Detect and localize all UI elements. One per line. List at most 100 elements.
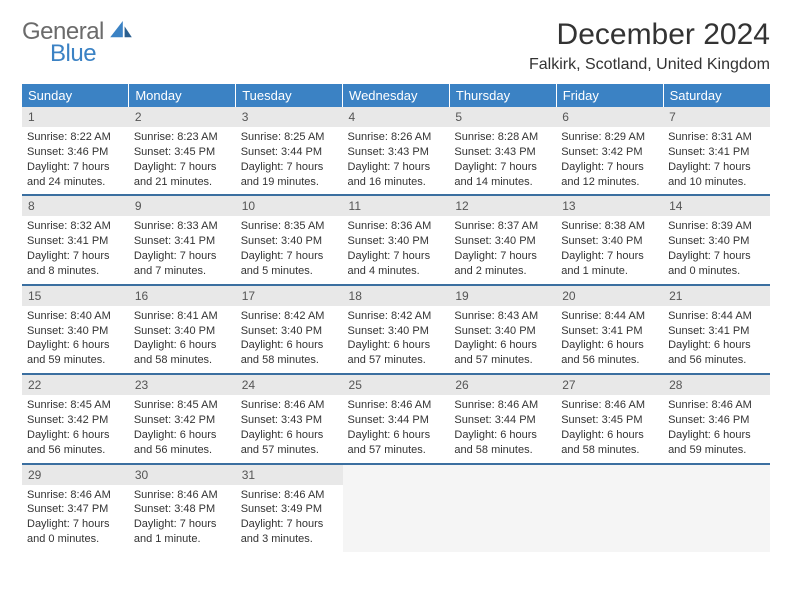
weekday-header-row: SundayMondayTuesdayWednesdayThursdayFrid… — [22, 84, 770, 107]
calendar-cell: 5Sunrise: 8:28 AMSunset: 3:43 PMDaylight… — [449, 107, 556, 195]
calendar-cell: 9Sunrise: 8:33 AMSunset: 3:41 PMDaylight… — [129, 195, 236, 284]
calendar-row: 8Sunrise: 8:32 AMSunset: 3:41 PMDaylight… — [22, 195, 770, 284]
calendar-cell: 18Sunrise: 8:42 AMSunset: 3:40 PMDayligh… — [343, 285, 450, 374]
calendar-cell: 14Sunrise: 8:39 AMSunset: 3:40 PMDayligh… — [663, 195, 770, 284]
calendar-cell: 13Sunrise: 8:38 AMSunset: 3:40 PMDayligh… — [556, 195, 663, 284]
calendar-cell: 19Sunrise: 8:43 AMSunset: 3:40 PMDayligh… — [449, 285, 556, 374]
day-number: 22 — [22, 375, 129, 395]
calendar-cell: 30Sunrise: 8:46 AMSunset: 3:48 PMDayligh… — [129, 464, 236, 552]
day-content: Sunrise: 8:36 AMSunset: 3:40 PMDaylight:… — [343, 216, 450, 283]
day-number: 26 — [449, 375, 556, 395]
day-number: 25 — [343, 375, 450, 395]
weekday-header: Monday — [129, 84, 236, 107]
calendar-cell: 27Sunrise: 8:46 AMSunset: 3:45 PMDayligh… — [556, 374, 663, 463]
day-number: 24 — [236, 375, 343, 395]
day-number: 16 — [129, 286, 236, 306]
day-content: Sunrise: 8:26 AMSunset: 3:43 PMDaylight:… — [343, 127, 450, 194]
day-content: Sunrise: 8:39 AMSunset: 3:40 PMDaylight:… — [663, 216, 770, 283]
weekday-header: Thursday — [449, 84, 556, 107]
calendar-cell: 22Sunrise: 8:45 AMSunset: 3:42 PMDayligh… — [22, 374, 129, 463]
day-number: 9 — [129, 196, 236, 216]
day-content: Sunrise: 8:33 AMSunset: 3:41 PMDaylight:… — [129, 216, 236, 283]
calendar-row: 29Sunrise: 8:46 AMSunset: 3:47 PMDayligh… — [22, 464, 770, 552]
calendar-cell: 6Sunrise: 8:29 AMSunset: 3:42 PMDaylight… — [556, 107, 663, 195]
day-number: 13 — [556, 196, 663, 216]
calendar-cell: 7Sunrise: 8:31 AMSunset: 3:41 PMDaylight… — [663, 107, 770, 195]
day-number: 20 — [556, 286, 663, 306]
calendar-cell: 29Sunrise: 8:46 AMSunset: 3:47 PMDayligh… — [22, 464, 129, 552]
calendar-cell: 4Sunrise: 8:26 AMSunset: 3:43 PMDaylight… — [343, 107, 450, 195]
calendar-cell: 28Sunrise: 8:46 AMSunset: 3:46 PMDayligh… — [663, 374, 770, 463]
day-content: Sunrise: 8:31 AMSunset: 3:41 PMDaylight:… — [663, 127, 770, 194]
day-content: Sunrise: 8:44 AMSunset: 3:41 PMDaylight:… — [663, 306, 770, 373]
day-number: 1 — [22, 107, 129, 127]
weekday-header: Friday — [556, 84, 663, 107]
calendar-row: 1Sunrise: 8:22 AMSunset: 3:46 PMDaylight… — [22, 107, 770, 195]
day-content: Sunrise: 8:28 AMSunset: 3:43 PMDaylight:… — [449, 127, 556, 194]
calendar-cell — [343, 464, 450, 552]
day-number: 6 — [556, 107, 663, 127]
day-content: Sunrise: 8:46 AMSunset: 3:46 PMDaylight:… — [663, 395, 770, 462]
day-content: Sunrise: 8:46 AMSunset: 3:48 PMDaylight:… — [129, 485, 236, 552]
day-content: Sunrise: 8:37 AMSunset: 3:40 PMDaylight:… — [449, 216, 556, 283]
calendar-cell: 12Sunrise: 8:37 AMSunset: 3:40 PMDayligh… — [449, 195, 556, 284]
day-number: 4 — [343, 107, 450, 127]
weekday-header: Tuesday — [236, 84, 343, 107]
day-content: Sunrise: 8:42 AMSunset: 3:40 PMDaylight:… — [343, 306, 450, 373]
calendar-cell: 24Sunrise: 8:46 AMSunset: 3:43 PMDayligh… — [236, 374, 343, 463]
day-number: 31 — [236, 465, 343, 485]
day-number: 29 — [22, 465, 129, 485]
weekday-header: Sunday — [22, 84, 129, 107]
day-content: Sunrise: 8:25 AMSunset: 3:44 PMDaylight:… — [236, 127, 343, 194]
calendar-row: 22Sunrise: 8:45 AMSunset: 3:42 PMDayligh… — [22, 374, 770, 463]
location: Falkirk, Scotland, United Kingdom — [529, 56, 770, 74]
logo-blue: Blue — [50, 40, 132, 68]
calendar-row: 15Sunrise: 8:40 AMSunset: 3:40 PMDayligh… — [22, 285, 770, 374]
header: General Blue December 2024 Falkirk, Scot… — [22, 18, 770, 74]
calendar-cell: 2Sunrise: 8:23 AMSunset: 3:45 PMDaylight… — [129, 107, 236, 195]
day-content: Sunrise: 8:46 AMSunset: 3:49 PMDaylight:… — [236, 485, 343, 552]
calendar-cell — [663, 464, 770, 552]
day-content: Sunrise: 8:45 AMSunset: 3:42 PMDaylight:… — [129, 395, 236, 462]
day-number: 14 — [663, 196, 770, 216]
day-number: 7 — [663, 107, 770, 127]
weekday-header: Wednesday — [343, 84, 450, 107]
day-content: Sunrise: 8:44 AMSunset: 3:41 PMDaylight:… — [556, 306, 663, 373]
calendar-cell: 15Sunrise: 8:40 AMSunset: 3:40 PMDayligh… — [22, 285, 129, 374]
day-number: 27 — [556, 375, 663, 395]
calendar-cell — [556, 464, 663, 552]
day-content: Sunrise: 8:32 AMSunset: 3:41 PMDaylight:… — [22, 216, 129, 283]
calendar-cell: 8Sunrise: 8:32 AMSunset: 3:41 PMDaylight… — [22, 195, 129, 284]
day-content: Sunrise: 8:35 AMSunset: 3:40 PMDaylight:… — [236, 216, 343, 283]
day-content: Sunrise: 8:46 AMSunset: 3:45 PMDaylight:… — [556, 395, 663, 462]
day-content: Sunrise: 8:46 AMSunset: 3:47 PMDaylight:… — [22, 485, 129, 552]
day-number: 5 — [449, 107, 556, 127]
calendar-cell: 3Sunrise: 8:25 AMSunset: 3:44 PMDaylight… — [236, 107, 343, 195]
calendar-cell: 25Sunrise: 8:46 AMSunset: 3:44 PMDayligh… — [343, 374, 450, 463]
day-number: 11 — [343, 196, 450, 216]
day-content: Sunrise: 8:46 AMSunset: 3:43 PMDaylight:… — [236, 395, 343, 462]
calendar-cell — [449, 464, 556, 552]
day-number: 10 — [236, 196, 343, 216]
calendar-cell: 26Sunrise: 8:46 AMSunset: 3:44 PMDayligh… — [449, 374, 556, 463]
calendar-cell: 31Sunrise: 8:46 AMSunset: 3:49 PMDayligh… — [236, 464, 343, 552]
day-content: Sunrise: 8:38 AMSunset: 3:40 PMDaylight:… — [556, 216, 663, 283]
month-title: December 2024 — [529, 18, 770, 52]
calendar-cell: 1Sunrise: 8:22 AMSunset: 3:46 PMDaylight… — [22, 107, 129, 195]
day-number: 21 — [663, 286, 770, 306]
calendar-cell: 17Sunrise: 8:42 AMSunset: 3:40 PMDayligh… — [236, 285, 343, 374]
day-number: 18 — [343, 286, 450, 306]
calendar-cell: 11Sunrise: 8:36 AMSunset: 3:40 PMDayligh… — [343, 195, 450, 284]
calendar-cell: 10Sunrise: 8:35 AMSunset: 3:40 PMDayligh… — [236, 195, 343, 284]
day-content: Sunrise: 8:43 AMSunset: 3:40 PMDaylight:… — [449, 306, 556, 373]
day-content: Sunrise: 8:46 AMSunset: 3:44 PMDaylight:… — [449, 395, 556, 462]
day-content: Sunrise: 8:45 AMSunset: 3:42 PMDaylight:… — [22, 395, 129, 462]
sail-icon — [110, 21, 132, 39]
day-number: 23 — [129, 375, 236, 395]
day-number: 12 — [449, 196, 556, 216]
calendar-table: SundayMondayTuesdayWednesdayThursdayFrid… — [22, 84, 770, 552]
calendar-cell: 23Sunrise: 8:45 AMSunset: 3:42 PMDayligh… — [129, 374, 236, 463]
day-number: 28 — [663, 375, 770, 395]
day-number: 30 — [129, 465, 236, 485]
day-number: 3 — [236, 107, 343, 127]
